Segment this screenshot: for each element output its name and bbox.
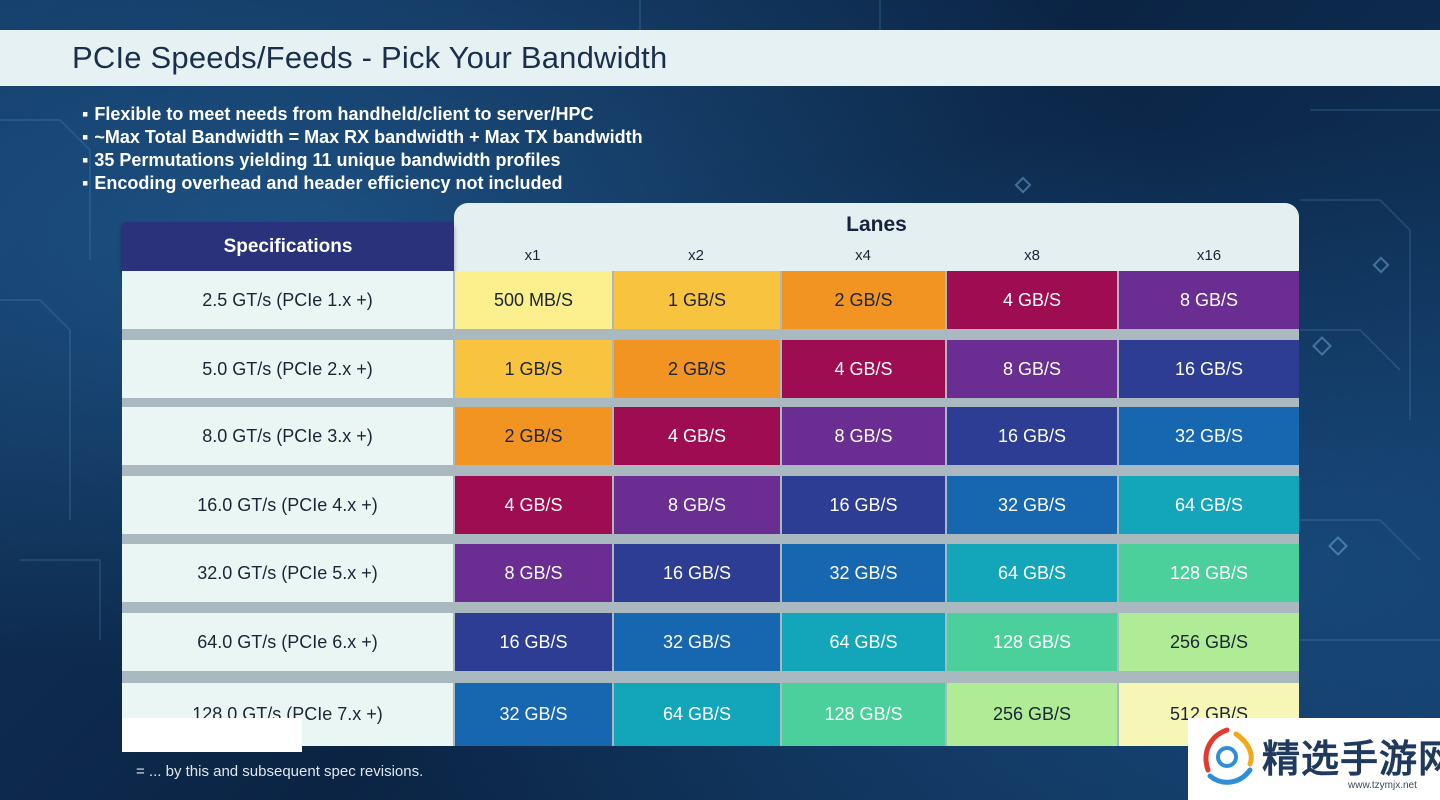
title-bar: PCIe Speeds/Feeds - Pick Your Bandwidth bbox=[0, 30, 1440, 86]
spec-cell: 32.0 GT/s (PCIe 5.x +) bbox=[122, 544, 453, 602]
bandwidth-cell: 128 GB/S bbox=[947, 613, 1117, 671]
bandwidth-cell: 128 GB/S bbox=[1119, 544, 1299, 602]
bandwidth-cell: 64 GB/S bbox=[1119, 476, 1299, 534]
bandwidth-cell: 4 GB/S bbox=[947, 271, 1117, 329]
bandwidth-cell: 2 GB/S bbox=[782, 271, 945, 329]
bandwidth-cell: 4 GB/S bbox=[455, 476, 612, 534]
bandwidth-cell: 8 GB/S bbox=[614, 476, 780, 534]
watermark-text: 精选手游网 bbox=[1262, 739, 1440, 781]
lane-header-x2: x2 bbox=[688, 247, 704, 264]
bandwidth-table: 2.5 GT/s (PCIe 1.x +) 500 MB/S 1 GB/S 2 GB/… bbox=[122, 271, 1299, 746]
specifications-header-label: Specifications bbox=[223, 236, 353, 257]
bandwidth-cell: 16 GB/S bbox=[614, 544, 780, 602]
footnote: = ... by this and subsequent spec revisi… bbox=[136, 763, 424, 780]
bandwidth-cell: 2 GB/S bbox=[455, 407, 612, 465]
page-title: PCIe Speeds/Feeds - Pick Your Bandwidth bbox=[72, 40, 668, 75]
bandwidth-cell: 4 GB/S bbox=[782, 340, 945, 398]
bandwidth-cell: 1 GB/S bbox=[455, 340, 612, 398]
bandwidth-cell: 16 GB/S bbox=[947, 407, 1117, 465]
bullet-item: Flexible to meet needs from handheld/cli… bbox=[82, 103, 643, 126]
specifications-header: Specifications bbox=[122, 222, 454, 272]
footnote-mask bbox=[122, 718, 302, 752]
bandwidth-cell: 32 GB/S bbox=[782, 544, 945, 602]
spec-cell: 16.0 GT/s (PCIe 4.x +) bbox=[122, 476, 453, 534]
bullet-item: Encoding overhead and header efficiency … bbox=[82, 172, 643, 195]
bandwidth-cell: 32 GB/S bbox=[455, 683, 612, 746]
bandwidth-cell: 64 GB/S bbox=[782, 613, 945, 671]
bandwidth-cell: 16 GB/S bbox=[1119, 340, 1299, 398]
bandwidth-cell: 256 GB/S bbox=[1119, 613, 1299, 671]
lane-header-x16: x16 bbox=[1196, 247, 1222, 264]
bandwidth-cell: 8 GB/S bbox=[1119, 271, 1299, 329]
bandwidth-cell: 8 GB/S bbox=[782, 407, 945, 465]
bandwidth-cell: 8 GB/S bbox=[455, 544, 612, 602]
bandwidth-cell: 16 GB/S bbox=[782, 476, 945, 534]
bullet-list: Flexible to meet needs from handheld/cli… bbox=[82, 103, 643, 195]
lane-header-x8: x8 bbox=[1024, 247, 1040, 264]
bandwidth-cell: 500 MB/S bbox=[455, 271, 612, 329]
watermark-logo-icon bbox=[1203, 727, 1254, 785]
bandwidth-cell: 32 GB/S bbox=[614, 613, 780, 671]
watermark: 精选手游网 www.tzymjx.net bbox=[1188, 718, 1440, 800]
spec-cell: 8.0 GT/s (PCIe 3.x +) bbox=[122, 407, 453, 465]
lanes-title: Lanes bbox=[846, 213, 907, 236]
bandwidth-cell: 4 GB/S bbox=[614, 407, 780, 465]
watermark-url: www.tzymjx.net bbox=[1348, 780, 1417, 791]
bandwidth-cell: 256 GB/S bbox=[947, 683, 1117, 746]
lane-header-x1: x1 bbox=[524, 247, 541, 264]
bandwidth-cell: 1 GB/S bbox=[614, 271, 780, 329]
bandwidth-cell: 128 GB/S bbox=[782, 683, 945, 746]
bandwidth-cell: 8 GB/S bbox=[947, 340, 1117, 398]
spec-cell: 2.5 GT/s (PCIe 1.x +) bbox=[122, 271, 453, 329]
lane-header-x4: x4 bbox=[855, 247, 871, 264]
bullet-item: ~Max Total Bandwidth = Max RX bandwidth … bbox=[82, 126, 642, 149]
bandwidth-cell: 64 GB/S bbox=[947, 544, 1117, 602]
spec-cell: 64.0 GT/s (PCIe 6.x +) bbox=[122, 613, 453, 671]
bandwidth-cell: 2 GB/S bbox=[614, 340, 780, 398]
bandwidth-cell: 16 GB/S bbox=[455, 613, 612, 671]
bullet-item: 35 Permutations yielding 11 unique bandw… bbox=[82, 149, 643, 172]
bandwidth-cell: 32 GB/S bbox=[1119, 407, 1299, 465]
bandwidth-cell: 64 GB/S bbox=[614, 683, 780, 746]
spec-cell: 5.0 GT/s (PCIe 2.x +) bbox=[122, 340, 453, 398]
lanes-header: Lanes x1 x2 x4 x8 x16 bbox=[454, 203, 1299, 273]
bandwidth-cell: 32 GB/S bbox=[947, 476, 1117, 534]
